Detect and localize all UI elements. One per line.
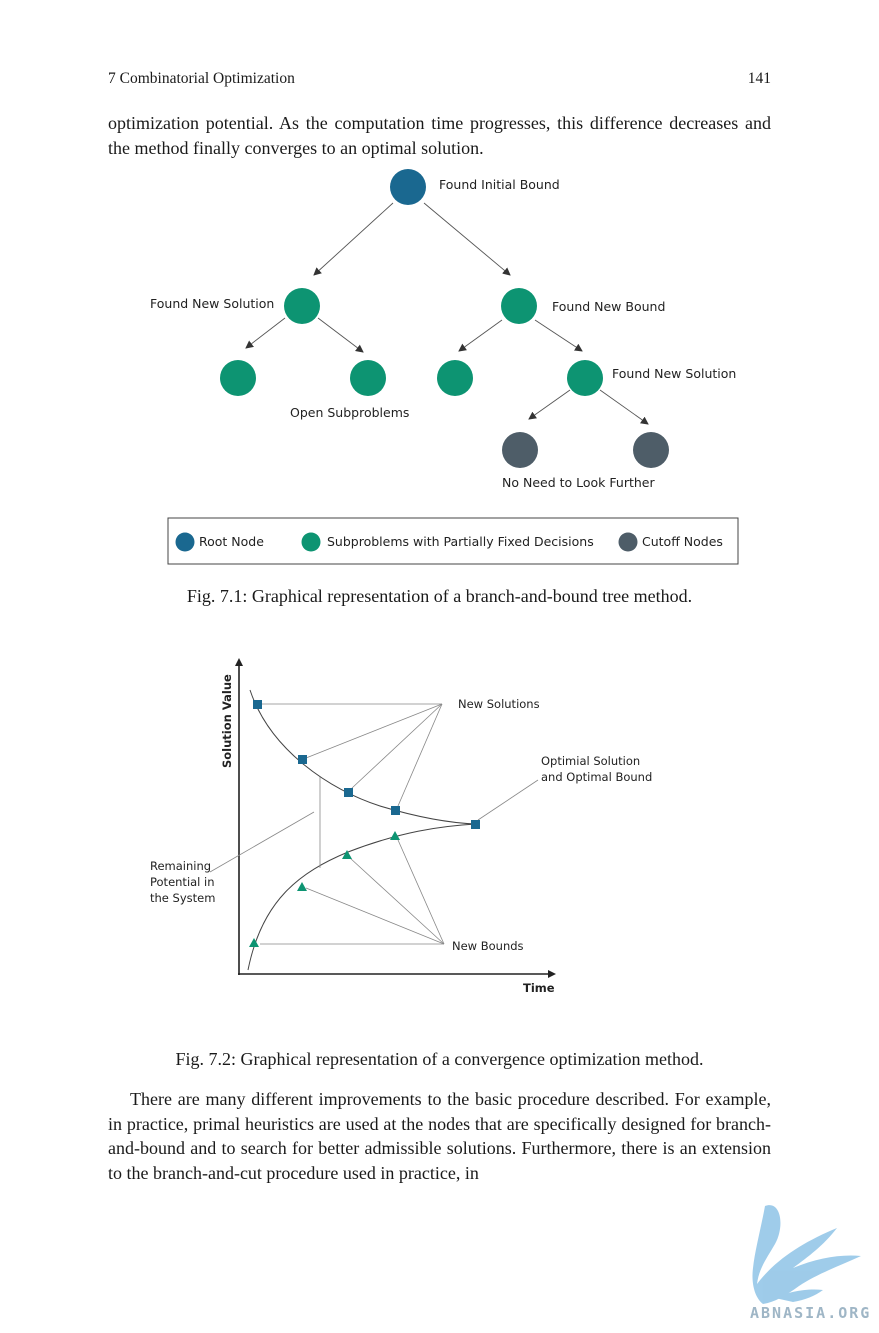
label-found-new-bound: Found New Bound [552, 299, 665, 314]
label-optimal-line-1: Optimial Solution [541, 754, 640, 768]
subproblem-node [220, 360, 256, 396]
bound-curve [247, 823, 477, 971]
legend-root-marker [175, 532, 195, 552]
body-paragraph-2: There are many different improvements to… [108, 1089, 771, 1183]
x-axis-label: Time [523, 981, 555, 995]
body-paragraph-1: optimization potential. As the computati… [108, 113, 771, 158]
legend-subproblem-label: Subproblems with Partially Fixed Decisio… [327, 534, 594, 549]
legend-cutoff-label: Cutoff Nodes [642, 534, 723, 549]
chapter-title: 7 Combinatorial Optimization [108, 70, 295, 87]
label-optimal-line-2: and Optimal Bound [541, 770, 652, 784]
bound-marker [390, 831, 400, 840]
cutoff-node [502, 432, 538, 468]
bound-markers [249, 831, 400, 947]
watermark-logo [752, 1205, 861, 1304]
optimal-marker [471, 820, 480, 829]
solution-curve [249, 689, 477, 825]
subproblem-node [437, 360, 473, 396]
annotation-lines [209, 703, 539, 945]
label-found-new-solution-left: Found New Solution [150, 296, 274, 311]
label-remaining-line-1: Remaining [150, 859, 211, 873]
label-new-solutions: New Solutions [458, 697, 540, 711]
label-open-subproblems: Open Subproblems [290, 405, 409, 420]
label-new-bounds: New Bounds [452, 939, 524, 953]
label-remaining-line-2: Potential in [150, 875, 215, 889]
bound-marker [297, 882, 307, 891]
root-node [390, 169, 426, 205]
label-remaining-line-3: the System [150, 891, 215, 905]
solution-marker [391, 806, 400, 815]
subproblem-node [284, 288, 320, 324]
solution-marker [253, 700, 262, 709]
subproblem-node [501, 288, 537, 324]
legend-subproblem-marker [301, 532, 321, 552]
label-found-new-solution-right: Found New Solution [612, 366, 736, 381]
watermark-text: ABNASIA.ORG [750, 1304, 872, 1322]
branch-and-bound-tree-figure: Found Initial Bound Found New Solution F… [150, 169, 739, 565]
subproblem-node [350, 360, 386, 396]
page-number: 141 [747, 70, 771, 87]
solution-markers [253, 700, 480, 829]
tree-edges [245, 202, 649, 425]
figure-legend: Root Node Subproblems with Partially Fix… [167, 517, 739, 565]
bound-marker [249, 938, 259, 947]
solution-marker [344, 788, 353, 797]
subproblem-node [567, 360, 603, 396]
label-no-need-to-look-further: No Need to Look Further [502, 475, 655, 490]
legend-root-label: Root Node [199, 534, 264, 549]
figure-2-caption: Fig. 7.2: Graphical representation of a … [175, 1049, 704, 1069]
convergence-figure: Solution Value Time New Solutions Optimi… [150, 658, 652, 995]
cutoff-node [633, 432, 669, 468]
solution-marker [298, 755, 307, 764]
figure-1-caption: Fig. 7.1: Graphical representation of a … [186, 586, 693, 606]
legend-cutoff-marker [618, 532, 638, 552]
label-found-initial-bound: Found Initial Bound [439, 177, 560, 192]
y-axis-label: Solution Value [220, 674, 234, 768]
bound-marker [342, 850, 352, 859]
